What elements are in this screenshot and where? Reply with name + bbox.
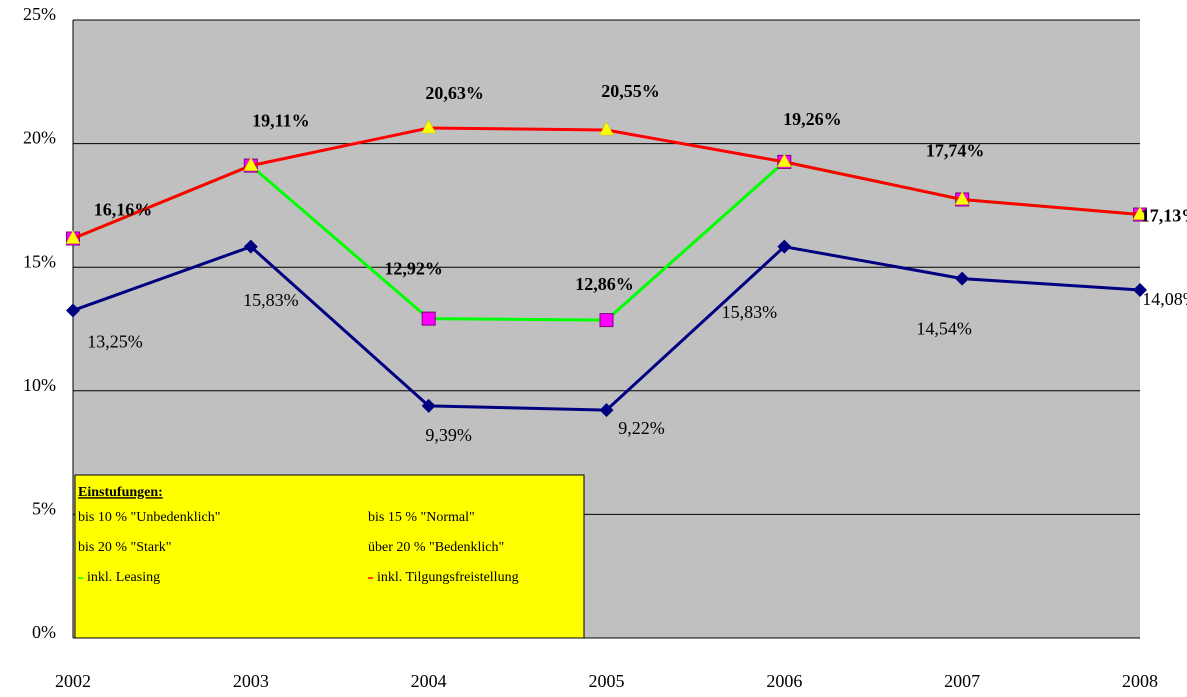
data-label: 15,83% (722, 302, 778, 322)
x-tick-label: 2002 (55, 671, 91, 691)
x-tick-label: 2005 (589, 671, 625, 691)
marker (599, 121, 614, 136)
x-tick-label: 2006 (766, 671, 802, 691)
marker (777, 239, 792, 254)
label-layer: 0% 5% 10% 15% 20% 25% 2002 2003 2004 2005 2006 2007… (23, 4, 1187, 691)
marker (421, 119, 437, 134)
marker (1133, 282, 1147, 297)
x-tick-label: 2007 (944, 671, 980, 691)
legend-label: inkl. Tilgungsfreistellung (377, 570, 519, 585)
marker (1132, 206, 1148, 220)
marker (66, 303, 80, 318)
data-label: 14,54% (916, 319, 972, 339)
series-layer (65, 119, 1148, 418)
legend-text: bis 10 % "Unbedenklich" (78, 510, 220, 525)
x-tick-label: 2003 (233, 671, 269, 691)
marker (955, 271, 970, 286)
legend-text: über 20 % "Bedenklich" (368, 540, 504, 555)
legend-title: Einstufungen: (78, 485, 163, 500)
legend-label: inkl. Leasing (87, 570, 160, 585)
y-tick-label: 10% (23, 375, 56, 395)
data-label: 13,25% (87, 332, 143, 352)
data-label: 9,22% (618, 418, 665, 438)
marker (954, 190, 970, 205)
legend-text: bis 20 % "Stark" (78, 540, 171, 555)
data-label: 14,08% (1142, 289, 1187, 309)
data-label: 15,83% (243, 290, 299, 310)
marker (243, 157, 259, 171)
data-label: 20,63% (425, 83, 484, 103)
data-label: 17,74% (926, 141, 985, 161)
marker (243, 239, 258, 254)
data-label: 12,92% (384, 259, 443, 279)
data-label: 16,16% (94, 200, 153, 220)
data-label: 9,39% (425, 425, 472, 445)
x-tick-label: 2004 (411, 671, 447, 691)
y-tick-label: 0% (32, 622, 56, 642)
data-label: 17,13% (1141, 206, 1187, 226)
y-tick-label: 5% (32, 499, 56, 519)
data-label: 12,86% (575, 274, 634, 294)
marker (776, 153, 792, 168)
legend-box: Einstufungen: bis 10 % "Unbedenklich" bi… (74, 474, 585, 639)
marker (421, 311, 436, 326)
data-label: 19,26% (783, 109, 842, 129)
marker (599, 403, 614, 418)
y-tick-label: 15% (23, 251, 56, 271)
data-label: 19,11% (252, 111, 310, 131)
legend-background (74, 474, 585, 639)
marker (599, 313, 614, 328)
y-tick-label: 20% (23, 128, 56, 148)
data-label: 20,55% (601, 81, 660, 101)
y-tick-label: 25% (23, 4, 56, 24)
marker (421, 398, 436, 413)
marker (65, 229, 81, 244)
x-tick-label: 2008 (1122, 671, 1158, 691)
legend-text: bis 15 % "Normal" (368, 510, 475, 525)
